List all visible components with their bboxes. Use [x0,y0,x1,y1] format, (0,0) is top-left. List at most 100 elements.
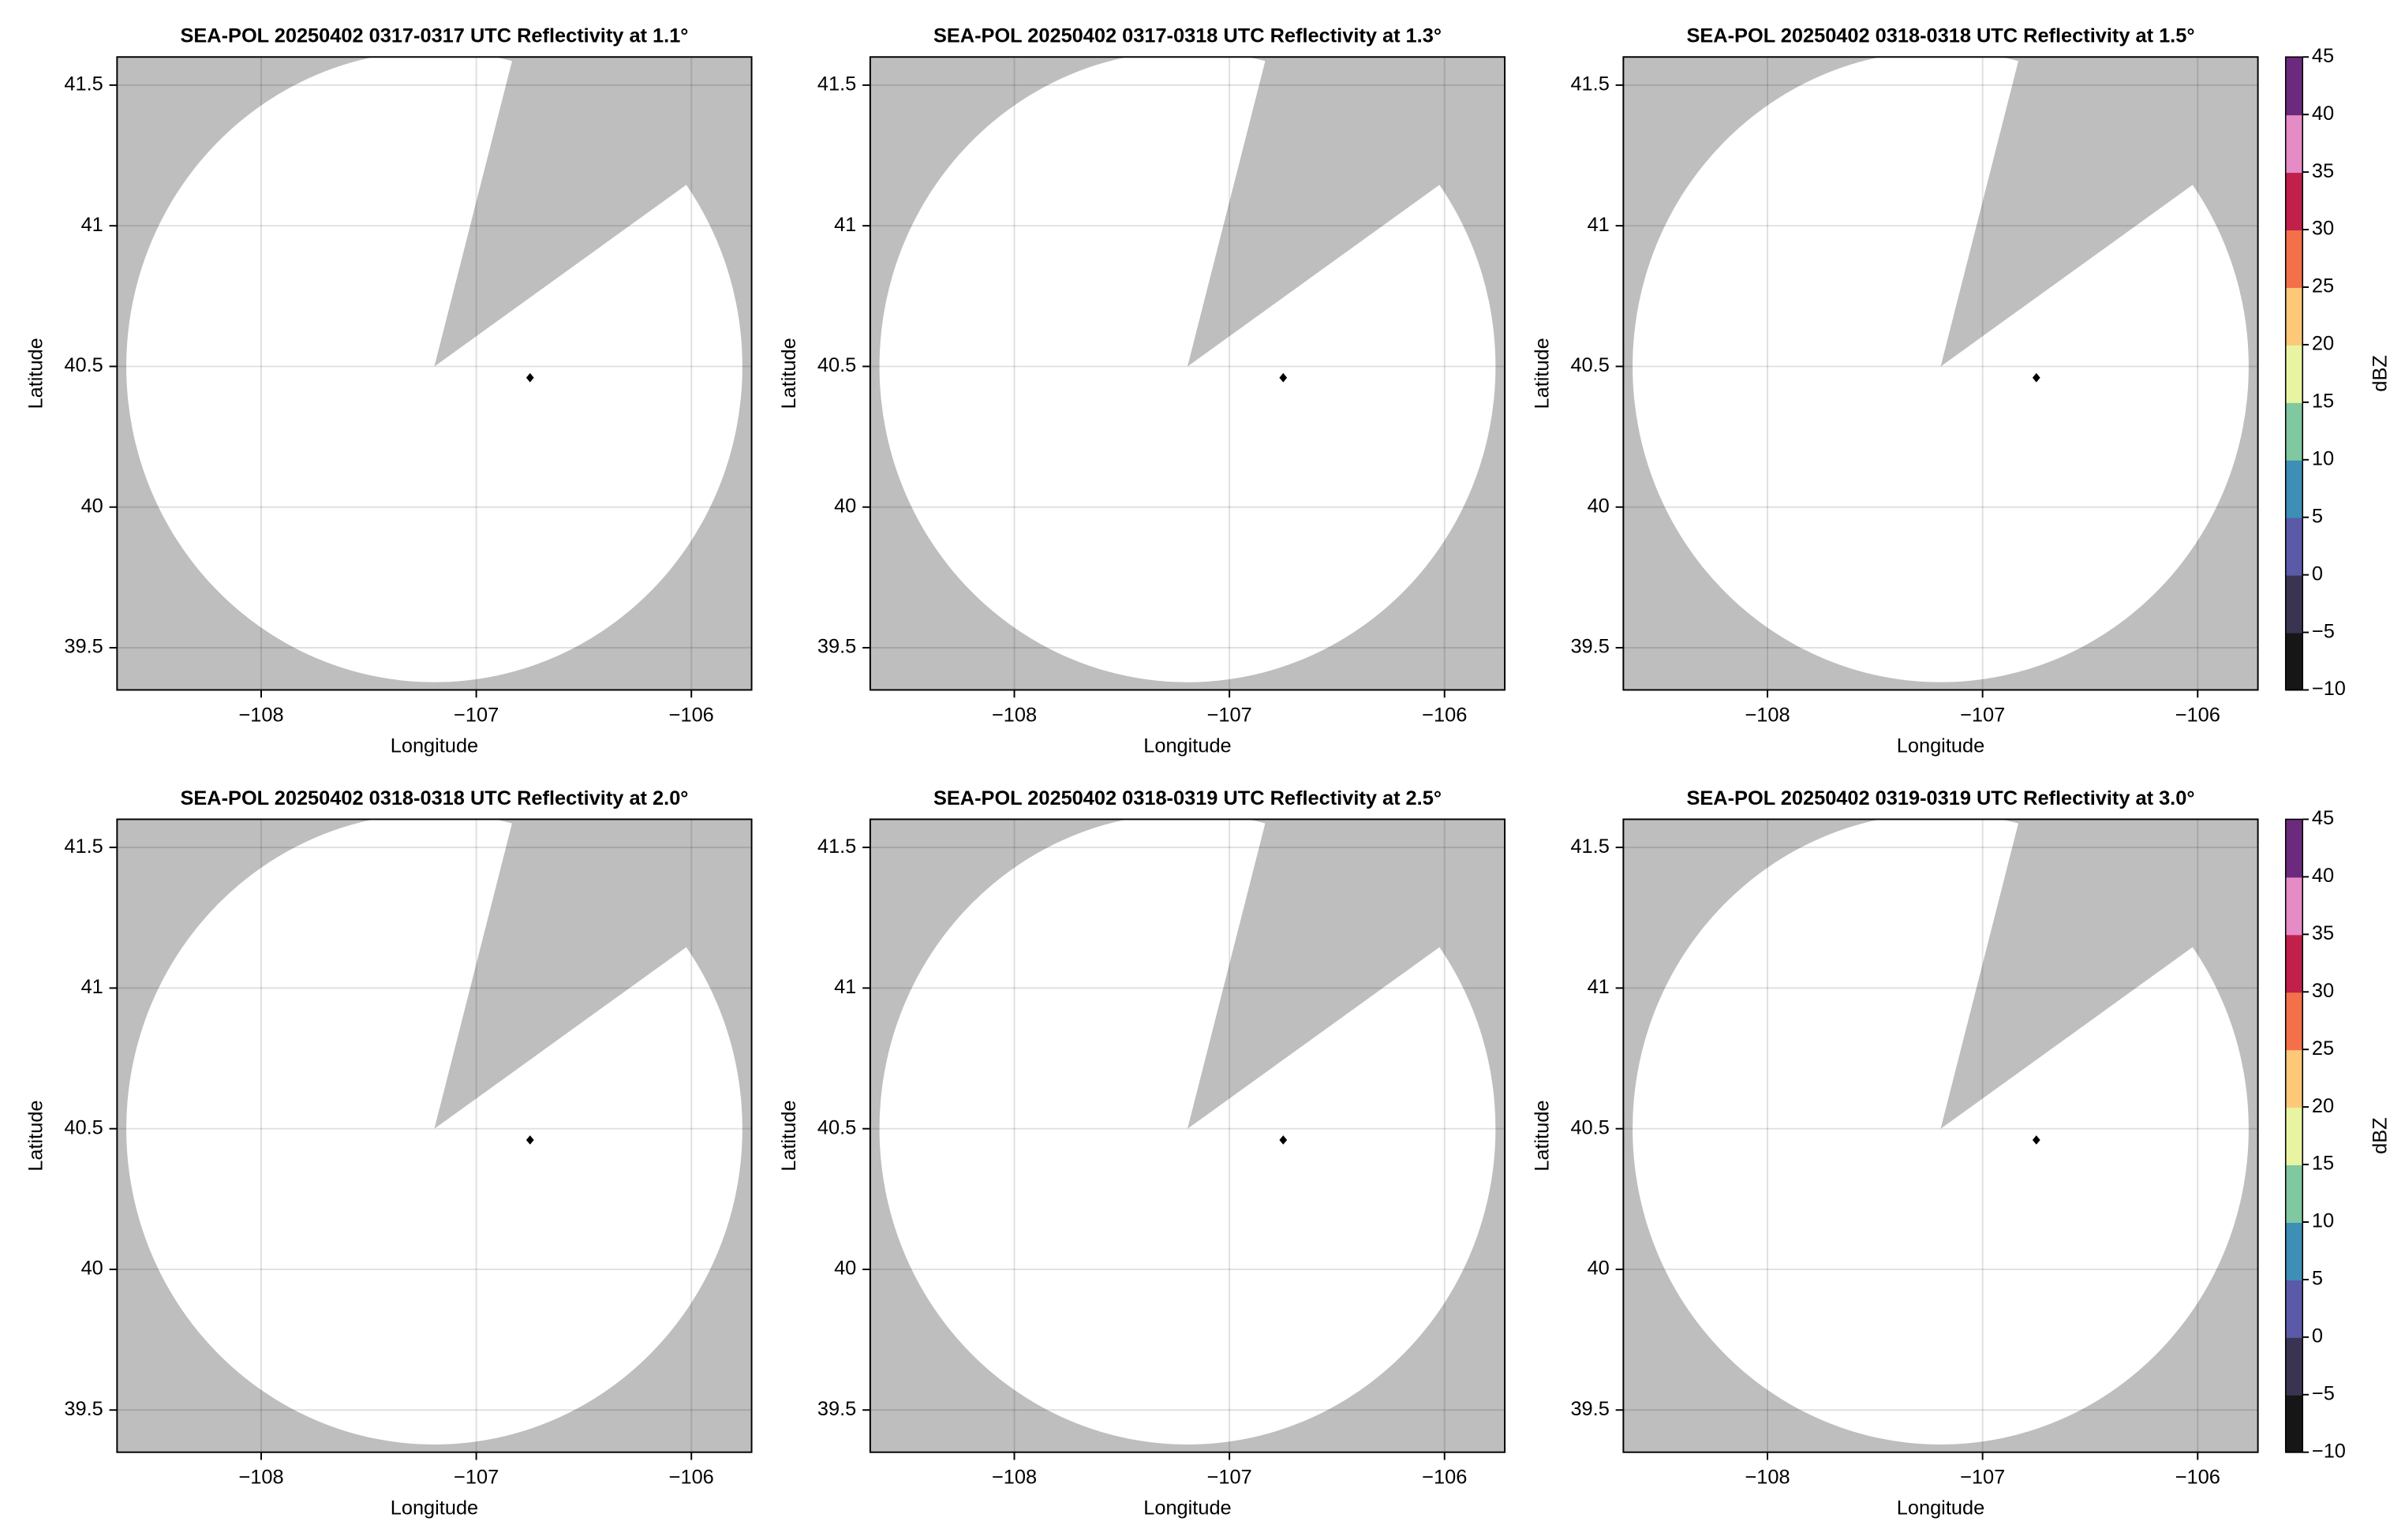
colorbar-tick-label: 25 [2312,275,2334,297]
y-axis-label: Latitude [25,1100,47,1171]
x-axis-label: Longitude [1897,1497,1984,1519]
y-tick-label: 40 [81,495,103,517]
colorbar-tick-label: 20 [2312,1095,2334,1117]
y-tick-label: 40 [1588,495,1610,517]
x-tick-label: −108 [992,1467,1037,1489]
y-tick-label: 40.5 [817,1116,856,1138]
y-axis-label: Latitude [1532,1100,1554,1171]
x-tick-label: −108 [238,1467,283,1489]
plot-area [117,819,752,1452]
x-tick-label: −107 [454,1467,499,1489]
colorbar-swatch [2285,172,2303,231]
chart-title: SEA-POL 20250402 0317-0317 UTC Reflectiv… [180,25,688,47]
axes-frame [869,56,1506,691]
colorbar-frame [2284,818,2303,1453]
y-tick-label: 39.5 [1570,636,1609,658]
colorbar-swatch [2285,992,2303,1051]
x-tick-label: −107 [1207,704,1252,726]
radar-site [1279,1135,1288,1145]
y-tick-label: 41.5 [64,73,103,95]
colorbar-tick-label: 10 [2312,1210,2334,1232]
colorbar-swatch [2285,286,2303,346]
axes-frame [1622,818,2259,1453]
colorbar-frame [2284,56,2303,691]
colorbar-tick-label: 0 [2312,1325,2323,1348]
colorbar-tick-label: 5 [2312,505,2323,527]
colorbar-swatch [2285,57,2303,116]
x-tick-label: −107 [454,704,499,726]
x-tick-label: −108 [1745,1467,1790,1489]
blocked-sector [1940,819,2245,1129]
x-tick-label: −106 [2175,1467,2220,1489]
chart-title: SEA-POL 20250402 0319-0319 UTC Reflectiv… [1686,787,2194,809]
colorbar-tick-label: −10 [2312,1440,2346,1462]
axes-frame [869,818,1506,1453]
chart-title: SEA-POL 20250402 0318-0318 UTC Reflectiv… [1686,25,2194,47]
colorbar-tick-label: 10 [2312,447,2334,469]
y-tick-label: 40 [834,495,856,517]
plot-area [1623,819,2258,1452]
axes-frame [116,818,753,1453]
radar-site [526,1135,534,1145]
x-tick-label: −107 [1207,1467,1252,1489]
y-axis-label: Latitude [25,338,47,409]
y-tick-label: 39.5 [817,636,856,658]
x-tick-label: −108 [1745,704,1790,726]
y-tick-label: 41 [81,214,103,236]
blocked-sector [1187,57,1491,367]
colorbar-swatch [2285,1164,2303,1223]
radar-site [1279,372,1288,383]
blocked-sector [434,819,739,1129]
colorbar-swatch [2285,819,2303,878]
x-axis-label: Longitude [391,734,478,757]
x-axis-label: Longitude [1897,734,1984,757]
colorbar-swatch [2285,114,2303,174]
x-tick-label: −108 [238,704,283,726]
colorbar-tick-label: 45 [2312,807,2334,829]
x-axis-label: Longitude [1143,734,1231,757]
colorbar-swatch [2285,1221,2303,1280]
colorbar-tick-label: 40 [2312,865,2334,887]
colorbar-swatch [2285,1394,2303,1453]
colorbar-tick-label: 5 [2312,1268,2323,1290]
x-tick-label: −106 [1422,1467,1467,1489]
y-tick-label: 41 [834,976,856,998]
x-axis-label: Longitude [391,1497,478,1519]
plot-area [117,57,752,690]
colorbar-tick-label: 15 [2312,391,2334,413]
x-tick-label: −106 [669,1467,714,1489]
colorbar-swatch [2285,574,2303,634]
y-tick-label: 41 [1588,976,1610,998]
y-axis-label: Latitude [778,338,800,409]
y-tick-label: 41.5 [1570,835,1609,858]
y-tick-label: 40.5 [64,354,103,376]
axes-frame [116,56,753,691]
colorbar-swatch [2285,877,2303,936]
y-tick-label: 40.5 [64,1116,103,1138]
x-axis-label: Longitude [1143,1497,1231,1519]
colorbar-tick-label: −5 [2312,620,2335,642]
colorbar-tick-label: 15 [2312,1153,2334,1175]
y-tick-label: 41 [1588,214,1610,236]
colorbar-swatch [2285,402,2303,461]
colorbar-tick-label: −10 [2312,678,2346,700]
colorbar-tick-label: 30 [2312,980,2334,1002]
colorbar-tick-label: 40 [2312,103,2334,125]
y-tick-label: 39.5 [817,1398,856,1420]
chart-title: SEA-POL 20250402 0318-0319 UTC Reflectiv… [933,787,1442,809]
blocked-sector [1940,57,2245,367]
y-tick-label: 40 [1588,1258,1610,1280]
colorbar-tick-label: 35 [2312,922,2334,944]
colorbar-swatch [2285,230,2303,288]
y-tick-label: 40.5 [1570,354,1609,376]
colorbar-tick-label: 20 [2312,333,2334,355]
x-tick-label: −106 [669,704,714,726]
x-tick-label: −107 [1960,1467,2005,1489]
colorbar-swatch [2285,632,2303,691]
colorbar-tick-label: 45 [2312,45,2334,67]
colorbar-tick-label: 35 [2312,160,2334,182]
x-tick-label: −106 [2175,704,2220,726]
y-tick-label: 41.5 [64,835,103,858]
